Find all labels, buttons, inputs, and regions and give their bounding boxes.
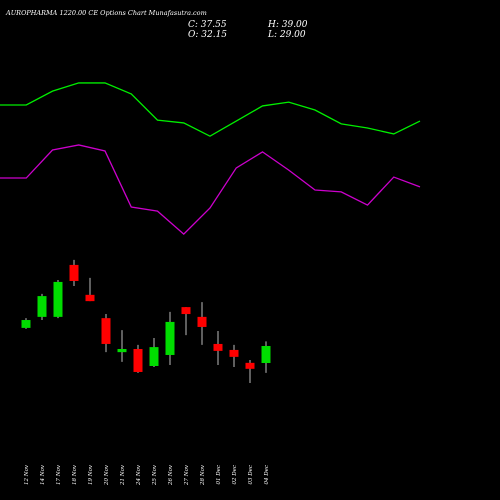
candle-body <box>261 346 271 364</box>
info-low: L: 29.00 <box>267 30 306 40</box>
info-close: C: 37.55 <box>188 20 227 30</box>
candle-body <box>53 281 63 317</box>
x-tick-label: 25 Nov <box>152 464 158 486</box>
x-tick-label: 24 Nov <box>136 464 142 486</box>
indicator-line <box>0 82 421 137</box>
candle-body <box>229 349 239 357</box>
x-tick-label: 03 Dec <box>248 465 254 485</box>
candle-body <box>37 296 47 317</box>
x-tick-label: 01 Dec <box>216 465 222 485</box>
x-tick-label: 27 Nov <box>184 464 190 486</box>
x-tick-label: 17 Nov <box>56 464 62 485</box>
candle-body <box>133 348 143 372</box>
x-tick-label: 20 Nov <box>104 464 110 486</box>
candle-body <box>165 321 175 355</box>
candle-body <box>181 307 191 315</box>
x-tick-label: 18 Nov <box>72 464 78 485</box>
x-tick-label: 26 Nov <box>168 464 174 486</box>
candle-body <box>21 320 31 328</box>
x-tick-label: 21 Nov <box>120 464 126 486</box>
candle-body <box>101 318 111 344</box>
candle-body <box>149 347 159 366</box>
x-tick-label: 12 Nov <box>24 464 30 485</box>
x-tick-label: 02 Dec <box>232 465 238 485</box>
info-open: O: 32.15 <box>188 30 227 40</box>
info-high: H: 39.00 <box>267 20 308 30</box>
x-tick-label: 14 Nov <box>40 464 46 485</box>
candle-body <box>69 264 79 281</box>
x-tick-label: 19 Nov <box>88 464 94 485</box>
indicator-line <box>0 144 421 235</box>
x-tick-label: 04 Dec <box>264 465 270 485</box>
candle-body <box>213 343 223 351</box>
candle-body <box>85 294 95 302</box>
candle-body <box>117 348 127 353</box>
x-tick-label: 28 Nov <box>200 464 206 486</box>
candle-body <box>245 362 255 369</box>
candle-body <box>197 316 207 327</box>
chart-title: AUROPHARMA 1220.00 CE Options Chart Muna… <box>5 9 207 17</box>
